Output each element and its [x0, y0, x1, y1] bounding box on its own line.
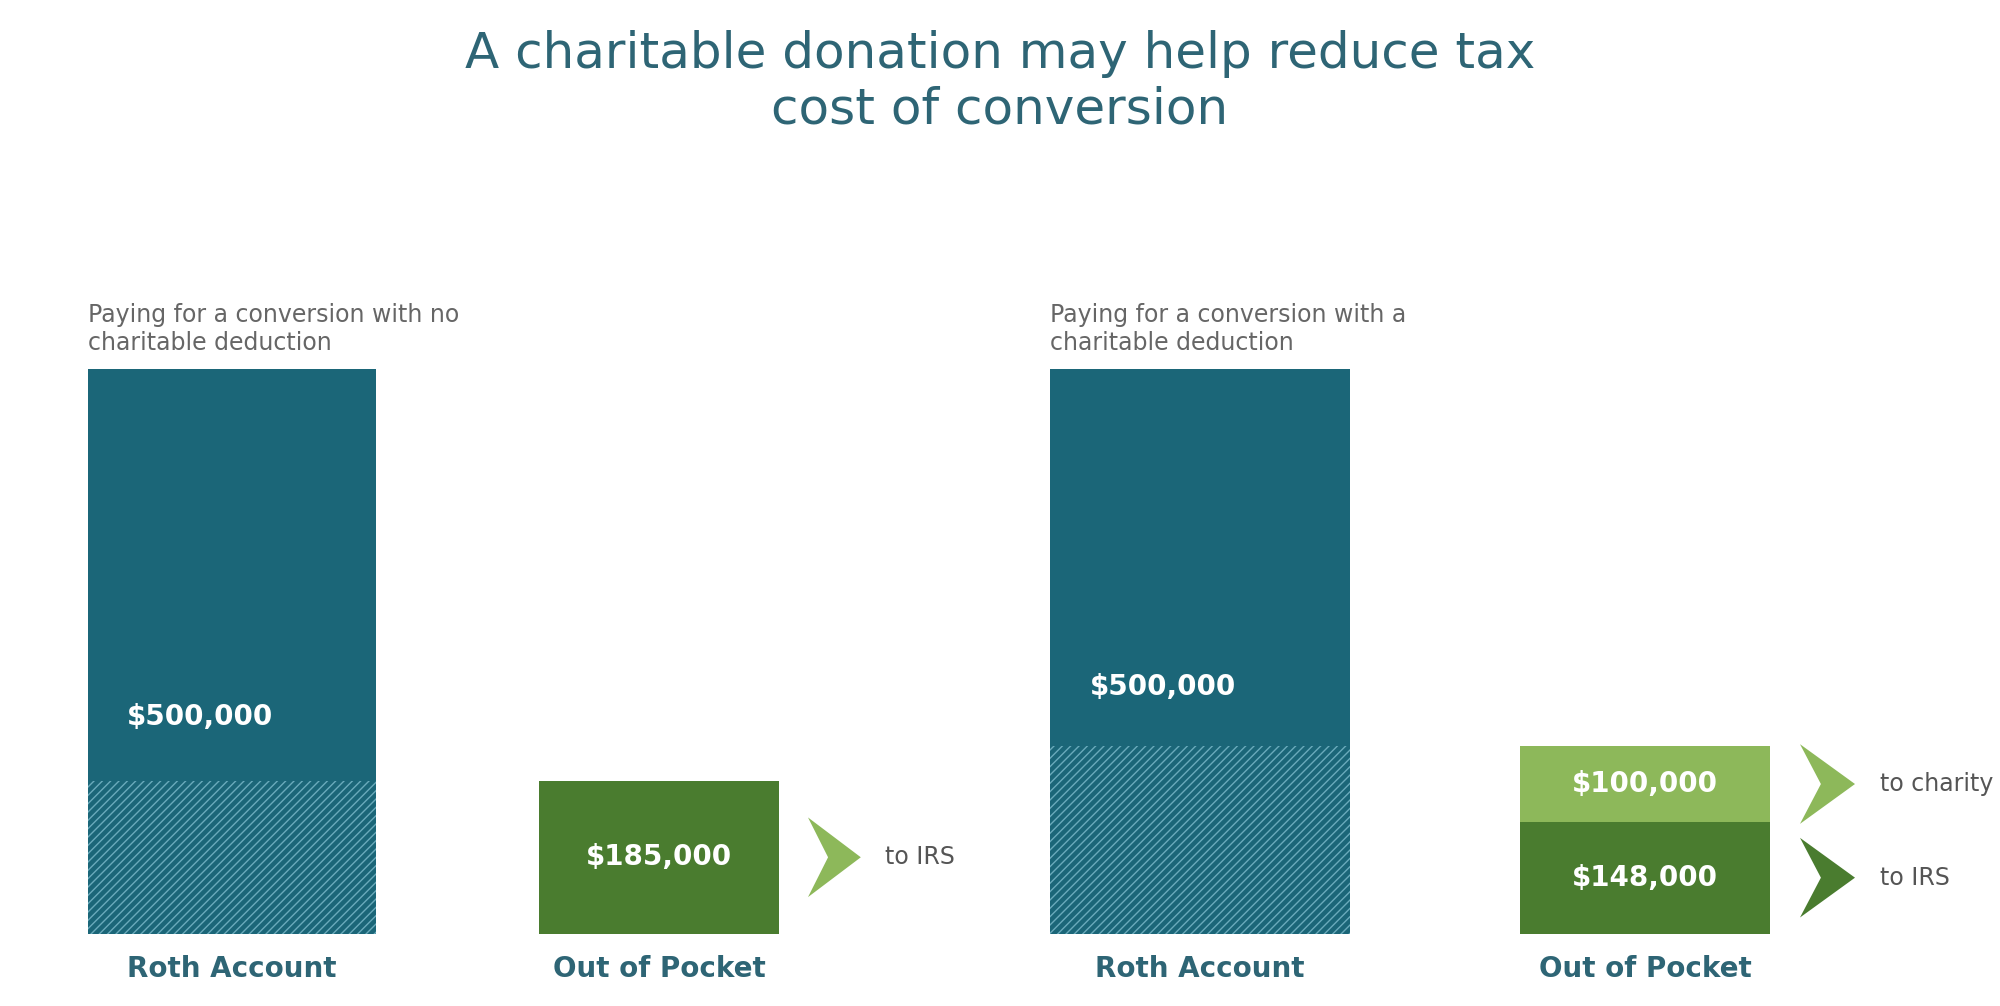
Text: to IRS: to IRS: [884, 845, 954, 869]
Polygon shape: [1800, 744, 1856, 824]
Text: Paying for a conversion with a
charitable deduction: Paying for a conversion with a charitabl…: [1050, 304, 1406, 355]
Text: to IRS: to IRS: [1880, 866, 1950, 889]
Bar: [1050, 368, 1350, 746]
Text: $185,000: $185,000: [586, 843, 732, 871]
Text: $500,000: $500,000: [126, 703, 272, 731]
Bar: [88, 781, 376, 934]
Text: $500,000: $500,000: [1090, 673, 1236, 701]
Text: Roth Account: Roth Account: [1096, 956, 1304, 983]
Text: $100,000: $100,000: [1572, 770, 1718, 798]
Text: Roth Account: Roth Account: [128, 956, 336, 983]
Text: Out of Pocket: Out of Pocket: [1538, 956, 1752, 983]
Text: to charity: to charity: [1880, 772, 1994, 796]
Text: Paying for a conversion with no
charitable deduction: Paying for a conversion with no charitab…: [88, 304, 460, 355]
Bar: [88, 781, 376, 934]
Bar: [1050, 746, 1350, 934]
Polygon shape: [808, 818, 860, 897]
Text: Out of Pocket: Out of Pocket: [552, 956, 766, 983]
Text: $148,000: $148,000: [1572, 864, 1718, 891]
Bar: [540, 781, 780, 934]
Bar: [1050, 746, 1350, 934]
Text: A charitable donation may help reduce tax
cost of conversion: A charitable donation may help reduce ta…: [464, 30, 1536, 134]
Polygon shape: [1800, 838, 1856, 917]
Bar: [1520, 822, 1770, 934]
Bar: [1520, 746, 1770, 822]
Bar: [88, 368, 376, 781]
